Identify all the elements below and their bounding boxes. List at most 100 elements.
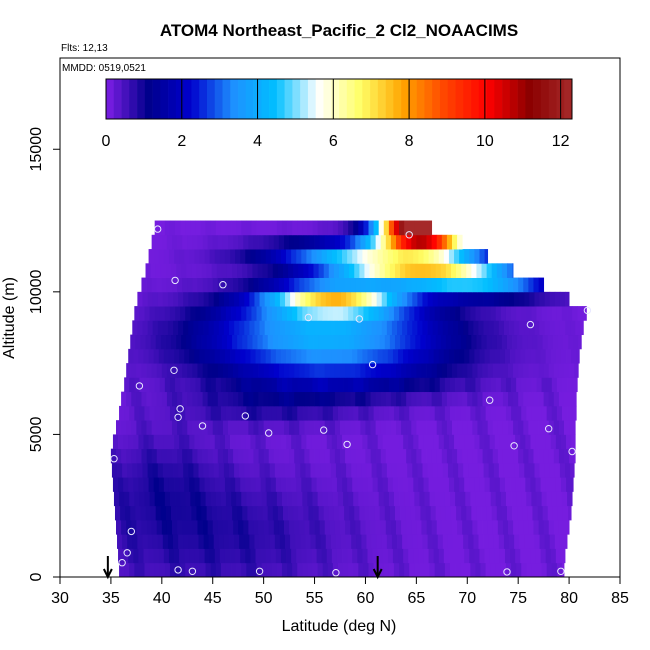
heatmap-cell: [217, 363, 224, 378]
heatmap-cell: [148, 249, 155, 264]
heatmap-cell: [511, 405, 517, 421]
heatmap-cell: [172, 420, 178, 435]
heatmap-cell: [443, 548, 450, 564]
heatmap-cell: [258, 391, 265, 407]
heatmap-cell: [317, 405, 324, 421]
heatmap-cell: [562, 334, 569, 350]
heatmap-cell: [272, 334, 279, 350]
heatmap-cell: [445, 263, 452, 278]
heatmap-cell: [473, 291, 479, 307]
heatmap-cell: [205, 562, 212, 578]
heatmap-cell: [290, 462, 296, 478]
heatmap-cell: [215, 491, 222, 507]
heatmap-cell: [303, 334, 309, 350]
heatmap-cell: [560, 434, 567, 450]
heatmap-cell: [445, 334, 452, 350]
heatmap-cell: [189, 434, 195, 450]
sample-point: [355, 315, 363, 323]
heatmap-cell: [151, 277, 158, 293]
heatmap-cell: [461, 505, 467, 521]
heatmap-cell: [309, 519, 315, 535]
heatmap-cell: [575, 320, 581, 336]
heatmap-cell: [481, 505, 488, 521]
heatmap-cell: [228, 234, 234, 250]
heatmap-cell: [210, 405, 217, 421]
heatmap-cell: [304, 234, 310, 250]
heatmap-cell: [317, 377, 324, 393]
heatmap-cell: [254, 291, 260, 307]
heatmap-cell: [224, 348, 231, 364]
heatmap-cell: [484, 249, 489, 264]
colorbar-cell: [564, 79, 573, 119]
heatmap-cell: [402, 320, 408, 336]
heatmap-cell: [393, 220, 400, 236]
heatmap-cell: [398, 348, 404, 364]
heatmap-cell: [241, 306, 247, 321]
heatmap-cell: [136, 519, 142, 535]
heatmap-cell: [404, 306, 410, 321]
heatmap-cell: [121, 519, 127, 535]
heatmap-cell: [409, 405, 415, 421]
heatmap-cell: [291, 249, 297, 264]
heatmap-cell: [403, 477, 409, 492]
heatmap-cell: [194, 477, 200, 492]
heatmap-cell: [377, 434, 384, 450]
heatmap-cell: [525, 434, 531, 450]
heatmap-cell: [274, 534, 281, 549]
heatmap-cell: [268, 391, 275, 407]
heatmap-cell: [418, 548, 424, 564]
heatmap-cell: [314, 391, 321, 407]
heatmap-cell: [422, 291, 428, 307]
heatmap-cell: [488, 534, 495, 549]
heatmap-cell: [116, 519, 122, 535]
heatmap-cell: [308, 505, 314, 521]
heatmap-cell: [241, 377, 247, 393]
heatmap-cell: [184, 477, 190, 492]
heatmap-cell: [513, 519, 519, 535]
heatmap-cell: [506, 334, 513, 350]
heatmap-cell: [415, 505, 421, 521]
heatmap-cell: [307, 377, 313, 393]
heatmap-cell: [143, 477, 149, 492]
heatmap-cell: [343, 491, 349, 507]
heatmap-cell: [423, 548, 429, 564]
heatmap-cell: [231, 306, 237, 321]
heatmap-cell: [371, 291, 378, 307]
heatmap-cell: [233, 448, 239, 464]
heatmap-cell: [250, 348, 256, 364]
heatmap-cell: [311, 249, 317, 264]
heatmap-cell: [205, 405, 212, 421]
heatmap-cell: [465, 562, 471, 578]
heatmap-cell: [236, 220, 242, 236]
heatmap-cell: [566, 477, 572, 492]
heatmap-cell: [397, 462, 403, 478]
heatmap-cell: [387, 249, 394, 264]
heatmap-cell: [207, 363, 214, 378]
heatmap-cell: [240, 477, 246, 492]
heatmap-cell: [449, 562, 456, 578]
heatmap-cell: [125, 505, 131, 521]
heatmap-cell: [401, 391, 407, 407]
heatmap-cell: [518, 519, 524, 535]
heatmap-cell: [355, 391, 361, 407]
heatmap-cell: [324, 420, 331, 435]
heatmap-cell: [502, 363, 509, 378]
heatmap-cell: [456, 505, 462, 521]
sample-point: [486, 396, 494, 404]
colorbar-cell: [307, 79, 316, 119]
heatmap-cell: [199, 348, 205, 364]
heatmap-cell: [319, 519, 326, 535]
heatmap-cell: [375, 277, 382, 293]
heatmap-cell: [298, 263, 304, 278]
heatmap-cell: [243, 448, 249, 464]
heatmap-cell: [512, 263, 514, 278]
heatmap-cell: [179, 477, 185, 492]
heatmap-cell: [480, 377, 486, 393]
heatmap-cell: [327, 220, 334, 236]
heatmap-cell: [144, 306, 150, 321]
heatmap-cell: [276, 491, 283, 507]
heatmap-cell: [311, 477, 317, 492]
heatmap-cell: [403, 548, 409, 564]
heatmap-cell: [396, 420, 402, 435]
heatmap-cell: [113, 491, 120, 507]
